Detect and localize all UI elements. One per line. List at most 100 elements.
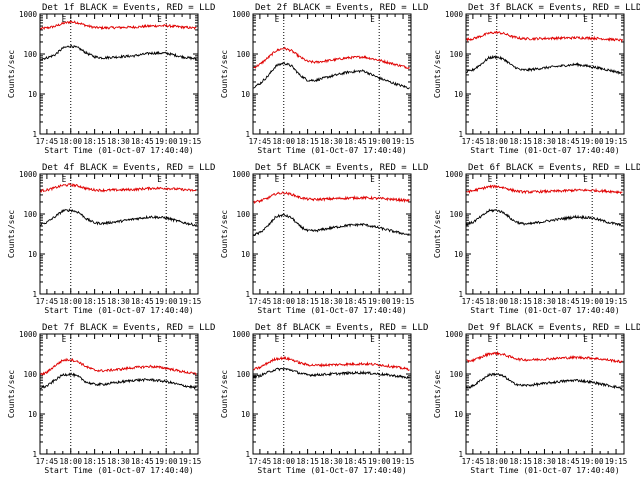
plot-frame <box>465 173 625 295</box>
x-tick-label: 19:00 <box>581 137 604 146</box>
x-tick-label: 18:15 <box>83 297 106 306</box>
event-marker-label: E <box>583 175 588 184</box>
y-axis-label: Counts/sec <box>7 370 16 418</box>
lld-series-line <box>40 357 197 376</box>
y-tick-label: 1000 <box>19 330 38 339</box>
events-series-line <box>253 367 410 380</box>
x-axis-label: Start Time (01-Oct-07 17:40:40) <box>44 146 193 155</box>
y-axis-label: Counts/sec <box>7 50 16 98</box>
x-tick-label: 18:15 <box>83 457 106 466</box>
x-tick-label: 17:45 <box>249 137 272 146</box>
events-series-line <box>40 372 197 391</box>
x-tick-label: 18:15 <box>509 137 532 146</box>
plot-frame <box>465 333 625 455</box>
y-tick-label: 1000 <box>445 330 464 339</box>
event-marker-label: E <box>62 15 67 24</box>
x-tick-label: 18:30 <box>107 457 130 466</box>
panel-title: Det 2f BLACK = Events, RED = LLD <box>255 3 428 13</box>
y-tick-label: 10 <box>454 90 464 99</box>
y-tick-label: 10 <box>454 410 464 419</box>
x-tick-label: 18:45 <box>344 137 367 146</box>
event-marker-label: E <box>275 175 280 184</box>
x-tick-label: 17:45 <box>462 137 485 146</box>
lld-series-line <box>253 191 410 205</box>
y-tick-label: 1000 <box>232 330 251 339</box>
x-tick-label: 18:30 <box>320 137 343 146</box>
x-tick-label: 18:15 <box>296 297 319 306</box>
x-axis-label: Start Time (01-Oct-07 17:40:40) <box>44 306 193 315</box>
events-series-line <box>466 208 623 227</box>
x-tick-label: 18:45 <box>131 137 154 146</box>
x-tick-label: 19:15 <box>605 137 628 146</box>
y-tick-label: 1000 <box>445 10 464 19</box>
y-tick-label: 1 <box>32 450 37 459</box>
y-tick-label: 1000 <box>19 170 38 179</box>
y-axis-label: Counts/sec <box>433 370 442 418</box>
event-marker-label: E <box>157 335 162 344</box>
x-tick-label: 18:30 <box>533 137 556 146</box>
x-tick-label: 18:45 <box>557 457 580 466</box>
x-tick-label: 18:00 <box>59 297 82 306</box>
x-tick-label: 18:00 <box>485 137 508 146</box>
x-tick-label: 19:15 <box>179 137 202 146</box>
x-tick-label: 18:15 <box>509 457 532 466</box>
x-tick-label: 18:00 <box>59 137 82 146</box>
lld-series-line <box>253 355 410 371</box>
x-tick-label: 19:15 <box>179 297 202 306</box>
lld-series-line <box>253 46 410 70</box>
x-tick-label: 18:30 <box>320 457 343 466</box>
x-tick-label: 19:00 <box>368 137 391 146</box>
x-tick-label: 19:15 <box>392 297 415 306</box>
lld-series-line <box>466 350 623 364</box>
y-tick-label: 10 <box>241 250 251 259</box>
event-marker-label: E <box>488 15 493 24</box>
x-tick-label: 19:15 <box>605 457 628 466</box>
lld-series-line <box>40 20 197 31</box>
y-axis-label: Counts/sec <box>433 210 442 258</box>
y-tick-label: 1 <box>245 450 250 459</box>
x-tick-label: 19:00 <box>155 457 178 466</box>
events-series-line <box>466 54 623 75</box>
event-marker-label: E <box>488 175 493 184</box>
y-tick-label: 100 <box>236 370 250 379</box>
y-tick-label: 1000 <box>445 170 464 179</box>
event-marker-label: E <box>488 335 493 344</box>
x-tick-label: 17:45 <box>249 457 272 466</box>
y-tick-label: 10 <box>241 410 251 419</box>
y-tick-label: 1000 <box>19 10 38 19</box>
x-tick-label: 18:30 <box>533 457 556 466</box>
x-tick-label: 18:30 <box>107 297 130 306</box>
event-marker-label: E <box>62 175 67 184</box>
plot-frame <box>465 13 625 135</box>
event-marker-label: E <box>62 335 67 344</box>
lld-series-line <box>466 184 623 195</box>
x-axis-label: Start Time (01-Oct-07 17:40:40) <box>257 306 406 315</box>
panel-title: Det 4f BLACK = Events, RED = LLD <box>42 163 215 173</box>
event-marker-label: E <box>370 15 375 24</box>
y-tick-label: 1000 <box>232 10 251 19</box>
event-marker-label: E <box>275 15 280 24</box>
event-marker-label: E <box>370 335 375 344</box>
events-series-line <box>466 372 623 390</box>
panel-det-3: Det 3f BLACK = Events, RED = LLD 1 10 100 10… <box>433 3 640 155</box>
y-tick-label: 100 <box>449 370 463 379</box>
lld-series-line <box>466 30 623 43</box>
event-marker-label: E <box>157 175 162 184</box>
y-tick-label: 10 <box>454 250 464 259</box>
x-tick-label: 19:15 <box>392 457 415 466</box>
y-tick-label: 100 <box>449 50 463 59</box>
y-tick-label: 100 <box>236 210 250 219</box>
panel-det-1: Det 1f BLACK = Events, RED = LLD 1 10 100 10… <box>7 3 215 155</box>
x-tick-label: 17:45 <box>36 457 59 466</box>
panel-det-4: Det 4f BLACK = Events, RED = LLD 1 10 100 10… <box>7 163 215 315</box>
x-tick-label: 18:45 <box>344 457 367 466</box>
panel-det-2: Det 2f BLACK = Events, RED = LLD 1 10 100 10… <box>220 3 428 155</box>
y-tick-label: 100 <box>23 370 37 379</box>
x-tick-label: 18:00 <box>59 457 82 466</box>
y-tick-label: 1 <box>458 450 463 459</box>
y-tick-label: 1 <box>458 290 463 299</box>
panel-title: Det 5f BLACK = Events, RED = LLD <box>255 163 428 173</box>
plot-frame <box>39 173 199 295</box>
x-tick-label: 19:00 <box>155 137 178 146</box>
